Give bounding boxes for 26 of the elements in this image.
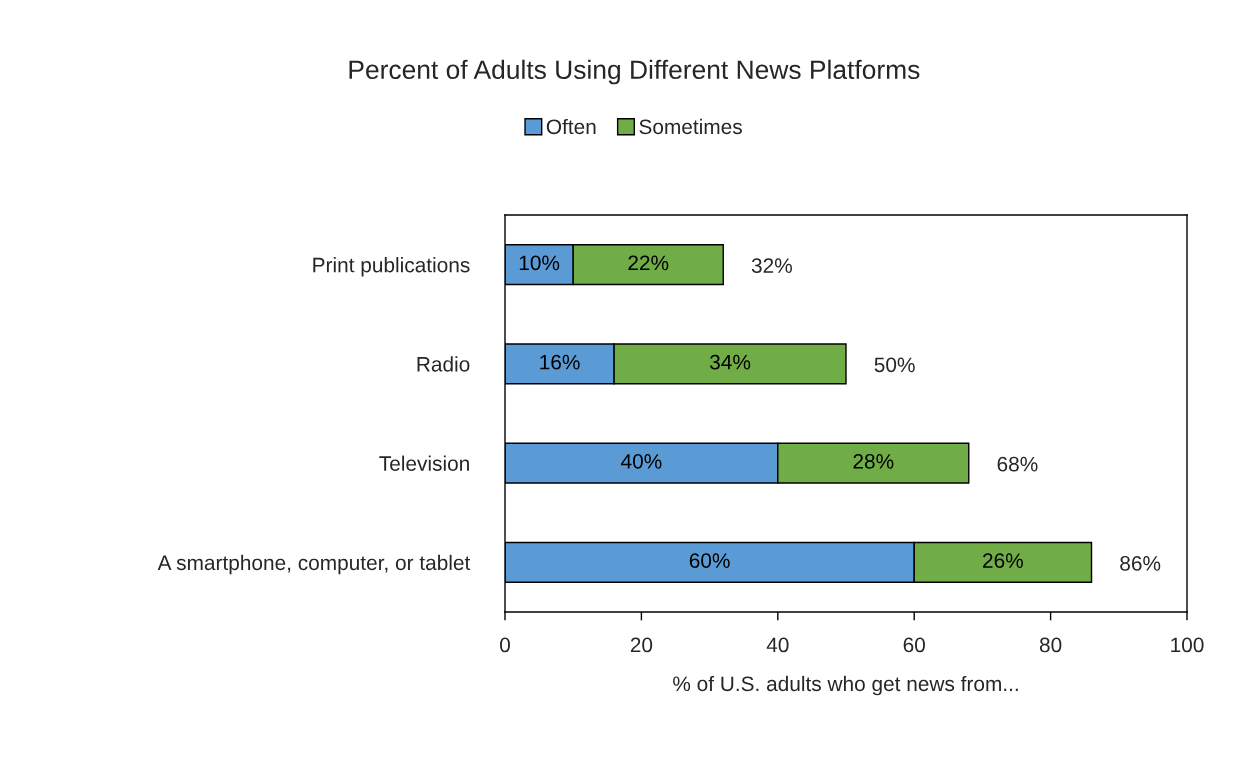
x-tick-label: 0 — [500, 637, 510, 653]
data-label: 10% — [519, 255, 560, 271]
y-tick-label: Television — [379, 455, 469, 471]
data-label: 40% — [621, 453, 662, 469]
x-tick-label: 100 — [1171, 637, 1204, 653]
legend-label: Often — [546, 118, 596, 135]
y-tick-label: A smartphone, computer, or tablet — [157, 554, 471, 575]
data-label: 22% — [628, 255, 669, 271]
data-label: 28% — [853, 453, 894, 469]
total-label: 86% — [1120, 555, 1161, 571]
total-label: 32% — [751, 258, 792, 273]
data-label: 16% — [540, 354, 580, 370]
total-label: 68% — [997, 456, 1038, 472]
chart-title: Percent of Adults Using Different News Platforms — [349, 59, 920, 85]
total-label: 50% — [874, 357, 915, 373]
x-tick-label: 60 — [903, 637, 925, 653]
data-label: 26% — [983, 553, 1023, 568]
x-tick-label: 40 — [766, 637, 789, 653]
x-tick-label: 80 — [1039, 637, 1062, 653]
data-label: 60% — [689, 553, 730, 568]
data-label: 34% — [710, 354, 751, 370]
y-tick-label: Radio — [417, 356, 470, 372]
y-tick-label: Print publications — [313, 257, 470, 277]
legend-label: Sometimes — [639, 118, 742, 135]
x-tick-label: 20 — [630, 637, 653, 653]
x-axis-title: % of U.S. adults who get news from... — [673, 675, 1018, 696]
